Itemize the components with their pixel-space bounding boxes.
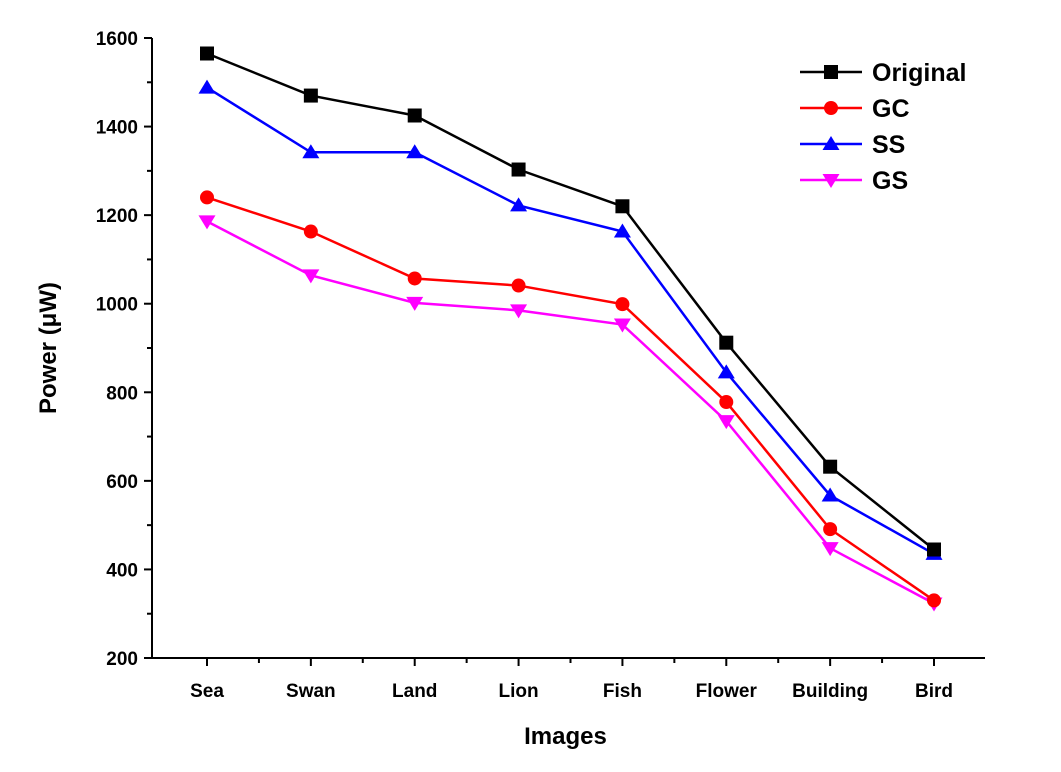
y-tick-label: 1000 xyxy=(96,295,138,316)
data-point-ss xyxy=(406,144,424,159)
x-tick-label: Bird xyxy=(915,681,953,702)
data-point-original xyxy=(927,542,941,557)
data-point-gc xyxy=(719,395,734,410)
series-gs xyxy=(198,215,943,612)
legend: Original GC SS GS xyxy=(800,59,966,195)
legend-label-gc: GC xyxy=(872,95,910,123)
data-point-ss xyxy=(510,197,528,212)
data-point-gc xyxy=(927,593,941,608)
series-line-gs xyxy=(206,220,935,605)
x-tick-label: Fish xyxy=(603,681,642,702)
legend-marker-ss xyxy=(822,136,840,150)
y-tick-label: 800 xyxy=(106,383,138,404)
series-line-ss xyxy=(206,86,935,556)
data-point-gs xyxy=(406,296,424,311)
data-point-gc xyxy=(407,271,422,286)
data-point-original xyxy=(407,108,422,123)
x-tick-label: Swan xyxy=(286,681,336,702)
data-point-gc xyxy=(823,522,838,537)
data-point-ss xyxy=(198,79,216,94)
data-point-ss xyxy=(717,364,735,379)
legend-item-gc: GC xyxy=(800,95,910,123)
series-ss xyxy=(198,79,943,560)
legend-marker-original xyxy=(824,65,838,79)
legend-item-ss: SS xyxy=(800,131,905,159)
data-point-original xyxy=(719,335,734,350)
x-tick-label: Lion xyxy=(499,681,539,702)
data-point-gc xyxy=(511,278,526,293)
data-point-gc xyxy=(200,190,214,205)
legend-label-ss: SS xyxy=(872,131,905,159)
data-point-gs xyxy=(613,318,631,333)
data-point-gc xyxy=(615,297,630,312)
series-line-gc xyxy=(206,196,935,602)
x-tick-label: Building xyxy=(792,681,868,702)
y-tick-label: 600 xyxy=(106,472,138,493)
data-point-gs xyxy=(821,542,839,557)
y-tick-label: 1200 xyxy=(96,206,138,227)
x-tick-label: Sea xyxy=(190,681,224,702)
data-point-gs xyxy=(302,269,320,284)
series-layer xyxy=(198,46,943,612)
data-point-gc xyxy=(303,224,318,239)
legend-label-gs: GS xyxy=(872,167,908,195)
x-tick-label: Land xyxy=(392,681,437,702)
legend-label-original: Original xyxy=(872,59,966,87)
legend-marker-gc xyxy=(824,101,838,115)
data-point-original xyxy=(200,46,214,61)
legend-marker-gs xyxy=(822,174,840,188)
series-line-original xyxy=(206,52,935,551)
data-point-ss xyxy=(302,144,320,159)
data-point-original xyxy=(615,199,630,214)
series-original xyxy=(200,46,941,557)
data-point-gs xyxy=(717,415,735,430)
legend-item-gs: GS xyxy=(800,167,908,195)
y-tick-label: 200 xyxy=(106,649,138,670)
y-tick-label: 1400 xyxy=(96,118,138,139)
axes: 200 400 600 800 1000 1200 1400 1600 Sea Swan Land L… xyxy=(96,29,985,702)
series-gc xyxy=(200,190,941,608)
data-point-original xyxy=(823,459,838,474)
y-tick-label: 1600 xyxy=(96,29,138,50)
y-axis-title: Power (μW) xyxy=(35,282,62,414)
legend-item-original: Original xyxy=(800,59,966,87)
y-tick-label: 400 xyxy=(106,560,138,581)
data-point-original xyxy=(511,162,526,177)
data-point-gs xyxy=(510,304,528,319)
data-point-ss xyxy=(821,487,839,502)
data-point-gs xyxy=(198,215,216,230)
data-point-original xyxy=(303,88,318,103)
data-point-ss xyxy=(613,223,631,238)
x-tick-label: Flower xyxy=(696,681,758,702)
x-axis-title: Images xyxy=(524,723,607,750)
